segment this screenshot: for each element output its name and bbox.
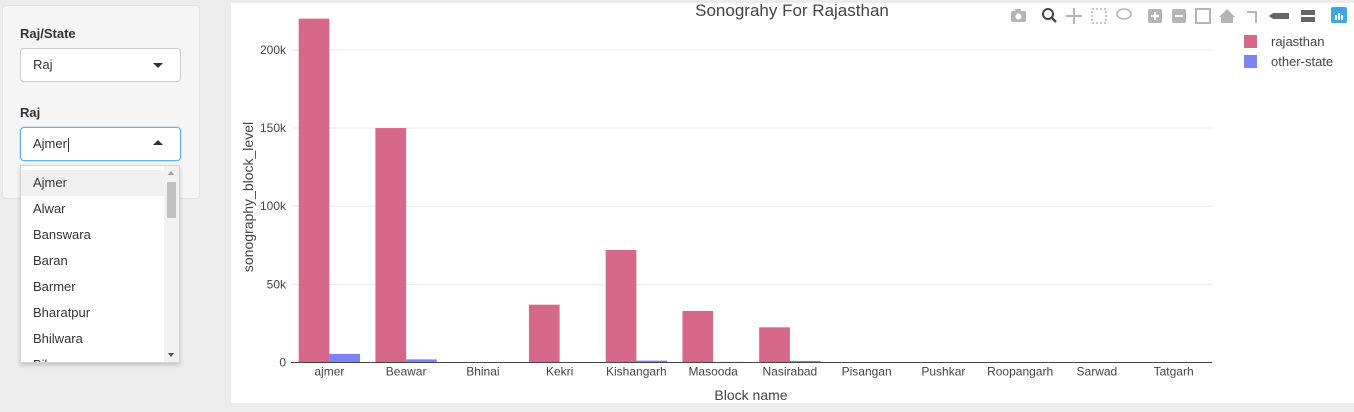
x-tick-label: Pushkar (921, 365, 965, 379)
bar-rajasthan-Kekri[interactable] (528, 304, 560, 363)
text-cursor (67, 137, 69, 152)
hover-closest-icon[interactable] (1269, 13, 1289, 19)
x-tick-label: ajmer (314, 365, 344, 379)
dropdown-option[interactable]: Barmer (33, 279, 76, 294)
spike-lines-icon[interactable] (1247, 11, 1257, 23)
caret-down-icon (153, 63, 163, 68)
y-tick-label: 200k (260, 43, 287, 57)
chart-panel: 0 50k 100k 150k 200k ajmer Beawar Bhinai Kekri K… (231, 1, 1354, 403)
hover-compare-icon[interactable] (1301, 10, 1315, 22)
bar-other-state-Beawar[interactable] (406, 359, 437, 363)
zoom-icon[interactable] (1042, 8, 1057, 23)
x-tick-label: Nasirabad (763, 365, 818, 379)
reset-axes-icon[interactable] (1219, 9, 1235, 23)
x-tick-label: Kishangarh (606, 365, 667, 379)
scrollbar-thumb[interactable] (167, 182, 176, 218)
box-select-icon[interactable] (1091, 8, 1107, 24)
plotly-modebar (1011, 7, 1347, 24)
bar-other-state-ajmer[interactable] (329, 353, 361, 363)
state-select-label: Raj/State (20, 26, 76, 41)
x-tick-label: Bhinai (466, 365, 499, 379)
bars (298, 18, 821, 363)
y-axis-title: sonography_block_level (240, 122, 256, 272)
dropdown-option[interactable]: Alwar (33, 201, 66, 216)
x-tick-label: Roopangarh (987, 365, 1053, 379)
district-select[interactable]: Ajmer (20, 127, 181, 161)
bar-rajasthan-Kishangarh[interactable] (605, 249, 637, 363)
dropdown-option[interactable]: Bharatpur (33, 305, 91, 320)
bar-rajasthan-Nasirabad[interactable] (759, 327, 790, 363)
x-tick-labels: ajmer Beawar Bhinai Kekri Kishangarh Masooda N… (314, 365, 1193, 379)
scroll-up-icon[interactable] (168, 171, 174, 175)
dropdown-scrollbar[interactable] (164, 166, 179, 362)
x-tick-label: Kekri (546, 365, 573, 379)
x-tick-label: Masooda (688, 365, 738, 379)
dropdown-option[interactable]: Ajmer (21, 170, 164, 196)
bar-rajasthan-ajmer[interactable] (298, 18, 330, 363)
legend-label-other-state[interactable]: other-state (1271, 54, 1333, 69)
district-dropdown-list[interactable]: Ajmer Alwar Banswara Baran Barmer Bharat… (20, 165, 180, 363)
grid-lines (291, 49, 1212, 285)
y-tick-labels: 0 50k 100k 150k 200k (260, 43, 287, 370)
y-tick-label: 150k (260, 121, 287, 135)
legend: rajasthan other-state (1244, 34, 1333, 69)
plotly-logo-icon[interactable] (1331, 7, 1347, 23)
dropdown-option[interactable]: Bhilwara (33, 331, 83, 346)
legend-label-rajasthan[interactable]: rajasthan (1271, 34, 1324, 49)
y-tick-label: 0 (279, 356, 286, 370)
x-tick-label: Tatgarh (1154, 365, 1194, 379)
x-axis-title: Block name (714, 387, 787, 403)
bar-rajasthan-Masooda[interactable] (682, 310, 714, 363)
bar-rajasthan-Beawar[interactable] (375, 128, 407, 363)
x-tick-label: Pisangan (842, 365, 892, 379)
bar-other-state-Kishangarh[interactable] (636, 360, 668, 363)
scroll-down-icon[interactable] (168, 353, 174, 357)
state-select-value: Raj (33, 57, 53, 72)
dropdown-option[interactable]: Baran (33, 253, 68, 268)
bar-chart: 0 50k 100k 150k 200k ajmer Beawar Bhinai Kekri K… (240, 1, 1347, 403)
state-select[interactable]: Raj (20, 48, 181, 82)
y-tick-label: 50k (267, 277, 287, 291)
bar-other-state-Nasirabad[interactable] (789, 360, 821, 363)
autoscale-icon[interactable] (1195, 8, 1211, 24)
x-tick-label: Beawar (386, 365, 427, 379)
dropdown-option[interactable]: Banswara (33, 227, 91, 242)
zoom-out-icon[interactable] (1172, 9, 1186, 23)
zoom-in-icon[interactable] (1148, 9, 1162, 23)
district-select-value: Ajmer (33, 136, 67, 151)
y-tick-label: 100k (260, 199, 287, 213)
legend-swatch-rajasthan[interactable] (1244, 35, 1257, 48)
x-tick-label: Sarwad (1077, 365, 1118, 379)
caret-up-icon (153, 140, 163, 145)
camera-icon[interactable] (1011, 9, 1026, 22)
chart-title: Sonograhy For Rajasthan (695, 3, 889, 20)
district-select-label: Raj (20, 105, 41, 120)
dropdown-option[interactable]: Bikaner (21, 352, 164, 362)
pan-icon[interactable] (1066, 8, 1082, 24)
lasso-select-icon[interactable] (1116, 8, 1132, 20)
legend-swatch-other-state[interactable] (1244, 55, 1257, 68)
